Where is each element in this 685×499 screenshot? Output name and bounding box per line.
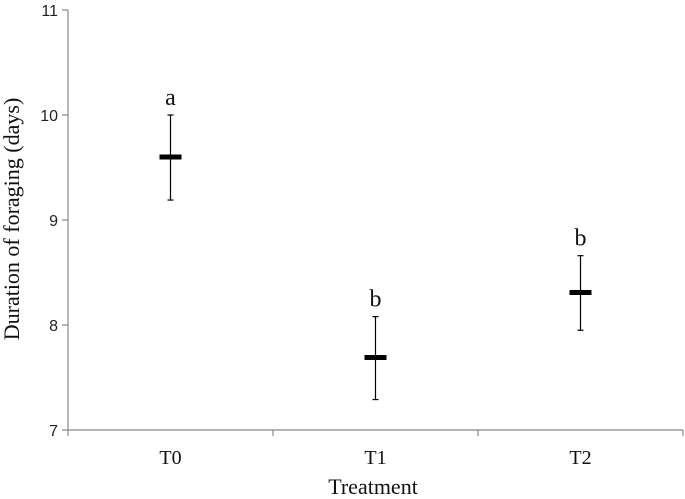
axes: 7 8 9 10 11 T0 T1 T2 (40, 3, 684, 469)
significance-label: b (370, 287, 382, 313)
x-tick-label: T2 (569, 447, 591, 469)
chart-marks: a b b (159, 85, 592, 401)
y-tick-label: 7 (49, 423, 58, 440)
y-tick-label: 8 (49, 318, 58, 335)
y-tick-label: 11 (41, 3, 58, 20)
y-tick-label: 10 (40, 108, 58, 125)
y-axis-title: Duration of foraging (days) (0, 98, 24, 341)
significance-label: a (165, 85, 176, 111)
x-axis-title: Treatment (328, 474, 418, 499)
x-tick-label: T1 (364, 447, 386, 469)
x-tick-label: T0 (159, 447, 181, 469)
significance-label: b (575, 226, 587, 252)
y-tick-label: 9 (49, 213, 58, 230)
